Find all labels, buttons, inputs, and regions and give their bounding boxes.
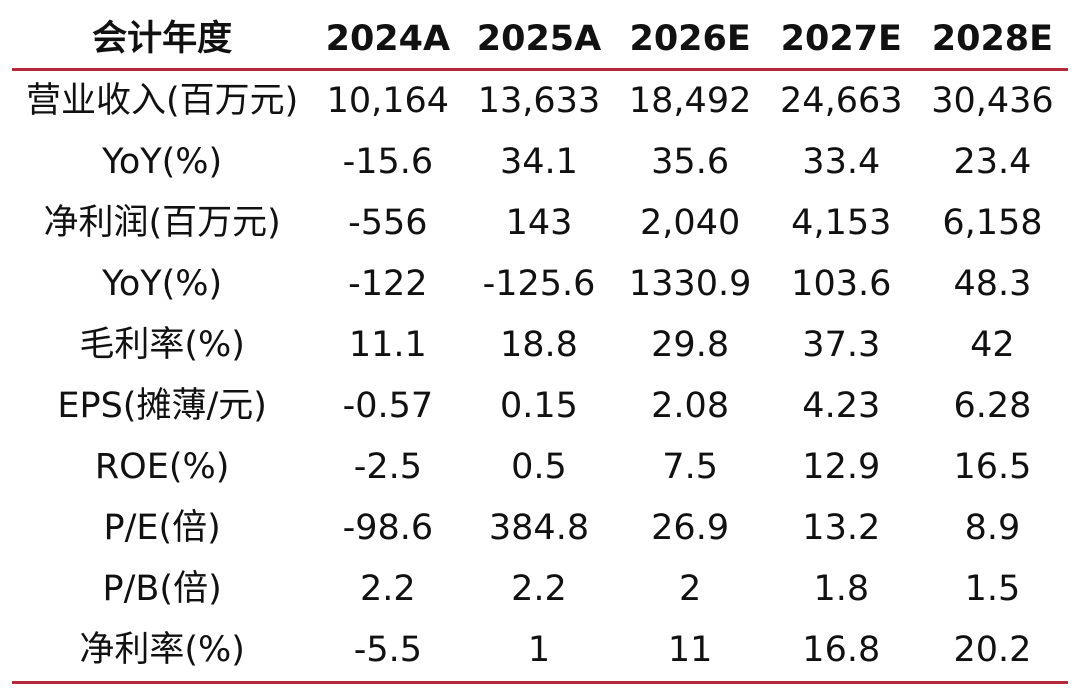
row-label-cell: 毛利率(%) xyxy=(79,325,245,365)
data-cell: 33.4 xyxy=(802,142,881,182)
data-cell: 35.6 xyxy=(651,142,730,182)
data-cell: 0.5 xyxy=(511,447,567,487)
header-cell-2025a: 2025A xyxy=(476,19,602,59)
table-row: 净利率(%) -5.5 1 11 16.8 20.2 xyxy=(12,620,1068,683)
header-cell-2026e: 2026E xyxy=(629,19,751,59)
row-label-cell: P/B(倍) xyxy=(102,569,222,609)
data-cell: 23.4 xyxy=(953,142,1032,182)
table-body: 营业收入(百万元) 10,164 13,633 18,492 24,663 30… xyxy=(12,70,1068,683)
table-header: 会计年度 2024A 2025A 2026E 2027E 2028E xyxy=(12,10,1068,70)
data-cell: 11.1 xyxy=(348,325,427,365)
data-cell: -98.6 xyxy=(342,508,434,548)
data-cell: 13,633 xyxy=(477,81,601,121)
table-row: YoY(%) -15.6 34.1 35.6 33.4 23.4 xyxy=(12,132,1068,193)
financial-forecast-table: 会计年度 2024A 2025A 2026E 2027E 2028E 营业收入(… xyxy=(12,10,1068,684)
data-cell: 37.3 xyxy=(802,325,881,365)
data-cell: 1 xyxy=(527,630,551,670)
data-cell: 26.9 xyxy=(651,508,730,548)
data-cell: 16.5 xyxy=(953,447,1032,487)
data-cell: -0.57 xyxy=(342,386,434,426)
data-cell: 11 xyxy=(667,630,713,670)
row-label-cell: P/E(倍) xyxy=(103,508,221,548)
data-cell: 42 xyxy=(970,325,1015,365)
data-cell: 6.28 xyxy=(953,386,1032,426)
data-cell: -556 xyxy=(348,203,428,243)
header-cell-2028e: 2028E xyxy=(931,19,1054,59)
data-cell: 18,492 xyxy=(628,81,752,121)
data-cell: 6,158 xyxy=(942,203,1043,243)
data-cell: 143 xyxy=(505,203,573,243)
data-cell: 4,153 xyxy=(791,203,892,243)
row-label-cell: 营业收入(百万元) xyxy=(25,81,299,121)
table-row: EPS(摊薄/元) -0.57 0.15 2.08 4.23 6.28 xyxy=(12,376,1068,437)
data-cell: 2,040 xyxy=(640,203,741,243)
data-cell: 2.08 xyxy=(651,386,730,426)
row-label-cell: ROE(%) xyxy=(94,447,230,487)
data-cell: 2.2 xyxy=(360,569,416,609)
table-row: 营业收入(百万元) 10,164 13,633 18,492 24,663 30… xyxy=(12,70,1068,133)
row-label-cell: 净利率(%) xyxy=(79,630,245,670)
data-cell: 30,436 xyxy=(931,81,1054,121)
data-cell: 8.9 xyxy=(964,508,1021,548)
data-cell: 4.23 xyxy=(802,386,881,426)
header-row: 会计年度 2024A 2025A 2026E 2027E 2028E xyxy=(12,10,1068,70)
table-row: P/B(倍) 2.2 2.2 2 1.8 1.5 xyxy=(12,559,1068,620)
data-cell: 10,164 xyxy=(326,81,450,121)
data-cell: 384.8 xyxy=(488,508,590,548)
data-cell: 16.8 xyxy=(802,630,881,670)
data-cell: -15.6 xyxy=(342,142,434,182)
data-cell: 12.9 xyxy=(802,447,881,487)
table-row: 毛利率(%) 11.1 18.8 29.8 37.3 42 xyxy=(12,315,1068,376)
data-cell: 18.8 xyxy=(500,325,578,365)
table-row: 净利润(百万元) -556 143 2,040 4,153 6,158 xyxy=(12,193,1068,254)
data-cell: 7.5 xyxy=(662,447,718,487)
row-label-cell: 净利润(百万元) xyxy=(43,203,281,243)
data-cell: 1330.9 xyxy=(628,264,752,304)
header-cell-2024a: 2024A xyxy=(325,19,451,59)
table-row: YoY(%) -122 -125.6 1330.9 103.6 48.3 xyxy=(12,254,1068,315)
data-cell: 20.2 xyxy=(953,630,1032,670)
table-row: ROE(%) -2.5 0.5 7.5 12.9 16.5 xyxy=(12,437,1068,498)
data-cell: 13.2 xyxy=(802,508,881,548)
data-cell: 48.3 xyxy=(953,264,1032,304)
data-cell: 0.15 xyxy=(500,386,578,426)
data-cell: 29.8 xyxy=(651,325,730,365)
header-cell-fiscal-year: 会计年度 xyxy=(92,19,233,59)
data-cell: 1.8 xyxy=(813,569,870,609)
row-label-cell: YoY(%) xyxy=(102,142,223,182)
row-label-cell: YoY(%) xyxy=(102,264,223,304)
data-cell: -5.5 xyxy=(353,630,422,670)
data-cell: 103.6 xyxy=(791,264,892,304)
data-cell: -122 xyxy=(348,264,428,304)
data-cell: 2 xyxy=(678,569,702,609)
data-cell: 34.1 xyxy=(500,142,578,182)
data-cell: -2.5 xyxy=(353,447,422,487)
table-row: P/E(倍) -98.6 384.8 26.9 13.2 8.9 xyxy=(12,498,1068,559)
data-cell: 1.5 xyxy=(964,569,1021,609)
data-cell: -125.6 xyxy=(482,264,596,304)
header-cell-2027e: 2027E xyxy=(780,19,902,59)
row-label-cell: EPS(摊薄/元) xyxy=(57,386,267,426)
data-cell: 2.2 xyxy=(511,569,567,609)
data-cell: 24,663 xyxy=(780,81,903,121)
financial-forecast-table-container: 会计年度 2024A 2025A 2026E 2027E 2028E 营业收入(… xyxy=(12,10,1068,684)
